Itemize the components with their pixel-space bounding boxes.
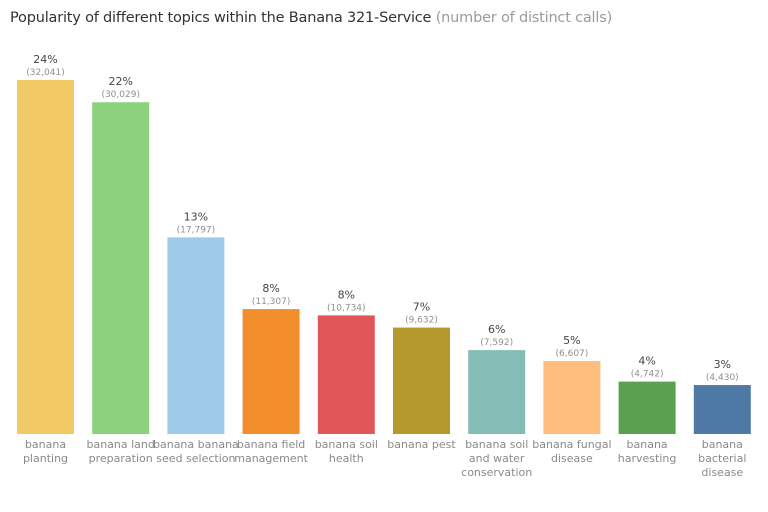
bar[interactable]	[693, 385, 751, 434]
bar[interactable]	[543, 361, 601, 434]
category-label: bacterial	[698, 452, 746, 465]
chart-title-main: Popularity of different topics within th…	[10, 10, 432, 26]
category-label: banana banana	[153, 438, 239, 451]
category-label: banana soil	[315, 438, 378, 451]
count-label: (17,797)	[177, 225, 216, 235]
category-label: and water	[469, 452, 525, 465]
category-label: banana land	[86, 438, 154, 451]
category-label: conservation	[461, 466, 532, 479]
percent-label: 3%	[714, 358, 731, 371]
percent-label: 8%	[262, 282, 279, 295]
category-label: planting	[23, 452, 68, 465]
count-label: (11,307)	[252, 297, 291, 307]
percent-label: 13%	[184, 210, 208, 223]
bar[interactable]	[468, 350, 526, 434]
bar[interactable]	[242, 309, 300, 434]
category-label: banana	[627, 438, 668, 451]
percent-label: 5%	[563, 334, 580, 347]
bar[interactable]	[92, 102, 150, 434]
category-label: harvesting	[618, 452, 677, 465]
category-label: preparation	[89, 452, 153, 465]
category-label: banana fungal	[532, 438, 611, 451]
count-label: (10,734)	[327, 303, 366, 313]
percent-label: 24%	[33, 53, 57, 66]
category-label: disease	[701, 466, 743, 479]
category-label: management	[234, 452, 308, 465]
count-label: (4,430)	[706, 373, 739, 383]
bar[interactable]	[17, 80, 74, 434]
category-label: seed selection	[156, 452, 235, 465]
category-label: banana pest	[387, 438, 456, 451]
category-label: banana	[702, 438, 743, 451]
bar[interactable]	[393, 327, 450, 434]
percent-label: 7%	[413, 301, 430, 314]
chart-subtitle: (number of distinct calls)	[435, 10, 613, 26]
percent-label: 6%	[488, 323, 505, 336]
bar[interactable]	[618, 381, 676, 434]
category-label: health	[329, 452, 364, 465]
count-label: (30,029)	[101, 90, 140, 100]
category-label: disease	[551, 452, 593, 465]
bar[interactable]	[167, 237, 225, 434]
category-label: banana	[25, 438, 66, 451]
percent-label: 4%	[638, 355, 655, 368]
count-label: (4,742)	[631, 370, 664, 380]
category-label: banana soil	[465, 438, 528, 451]
percent-label: 8%	[338, 288, 355, 301]
count-label: (9,632)	[405, 316, 438, 326]
count-label: (6,607)	[556, 349, 589, 359]
chart-title: Popularity of different topics within th…	[10, 10, 612, 26]
percent-label: 22%	[108, 75, 132, 88]
bar[interactable]	[317, 315, 375, 434]
count-label: (7,592)	[480, 338, 513, 348]
category-label: banana field	[237, 438, 305, 451]
count-label: (32,041)	[26, 68, 65, 78]
